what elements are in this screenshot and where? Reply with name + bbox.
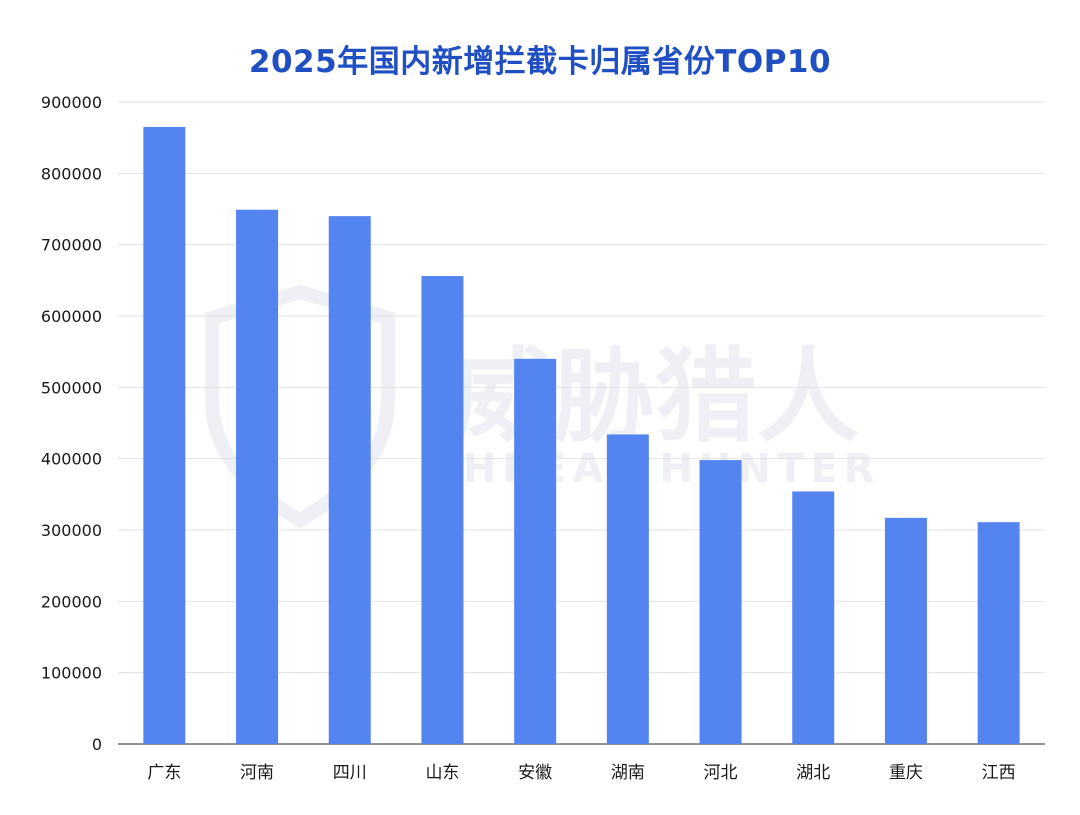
x-tick-label: 湖北 — [796, 763, 830, 783]
chart-title: 2025年国内新增拦截卡归属省份TOP10 — [248, 44, 832, 80]
bar-0 — [143, 126, 186, 744]
y-tick-label: 200000 — [41, 592, 102, 611]
x-tick-label: 湖南 — [611, 763, 645, 783]
y-tick-label: 700000 — [41, 236, 102, 255]
x-tick-label: 河南 — [240, 763, 274, 783]
y-tick-label: 0 — [92, 735, 102, 754]
y-tick-label: 800000 — [41, 164, 102, 183]
x-tick-label: 重庆 — [889, 763, 923, 783]
x-tick-label: 河北 — [704, 763, 738, 783]
bar-layer — [143, 126, 1020, 745]
bar-9 — [977, 522, 1020, 744]
x-tick-label: 江西 — [982, 763, 1016, 783]
y-tick-label: 300000 — [41, 521, 102, 540]
watermark-text-cn: 威胁猎人 — [451, 338, 859, 457]
bar-7 — [792, 491, 835, 744]
x-tick-label: 广东 — [147, 763, 181, 783]
bar-5 — [606, 434, 649, 744]
watermark-text-en: THREAT HUNTER — [430, 446, 881, 492]
y-tick-label: 900000 — [41, 93, 102, 112]
x-tick-label: 山东 — [425, 763, 459, 783]
bar-8 — [884, 517, 927, 744]
y-axis: 0 100000 200000 300000 400000 500000 600000 700… — [41, 93, 102, 754]
x-axis: 广东 河南 四川 山东 安徽 湖南 河北 湖北 重庆 江西 — [147, 763, 1015, 783]
y-tick-label: 400000 — [41, 450, 102, 469]
bar-1 — [236, 209, 279, 745]
bar-3 — [421, 276, 464, 744]
bar-2 — [328, 216, 371, 745]
x-tick-label: 四川 — [333, 763, 367, 783]
x-tick-label: 安徽 — [518, 763, 552, 783]
y-tick-label: 600000 — [41, 307, 102, 326]
y-tick-label: 100000 — [41, 664, 102, 683]
shield-icon — [205, 284, 395, 529]
bar-4 — [514, 358, 557, 744]
bar-6 — [699, 460, 742, 744]
y-tick-label: 500000 — [41, 378, 102, 397]
